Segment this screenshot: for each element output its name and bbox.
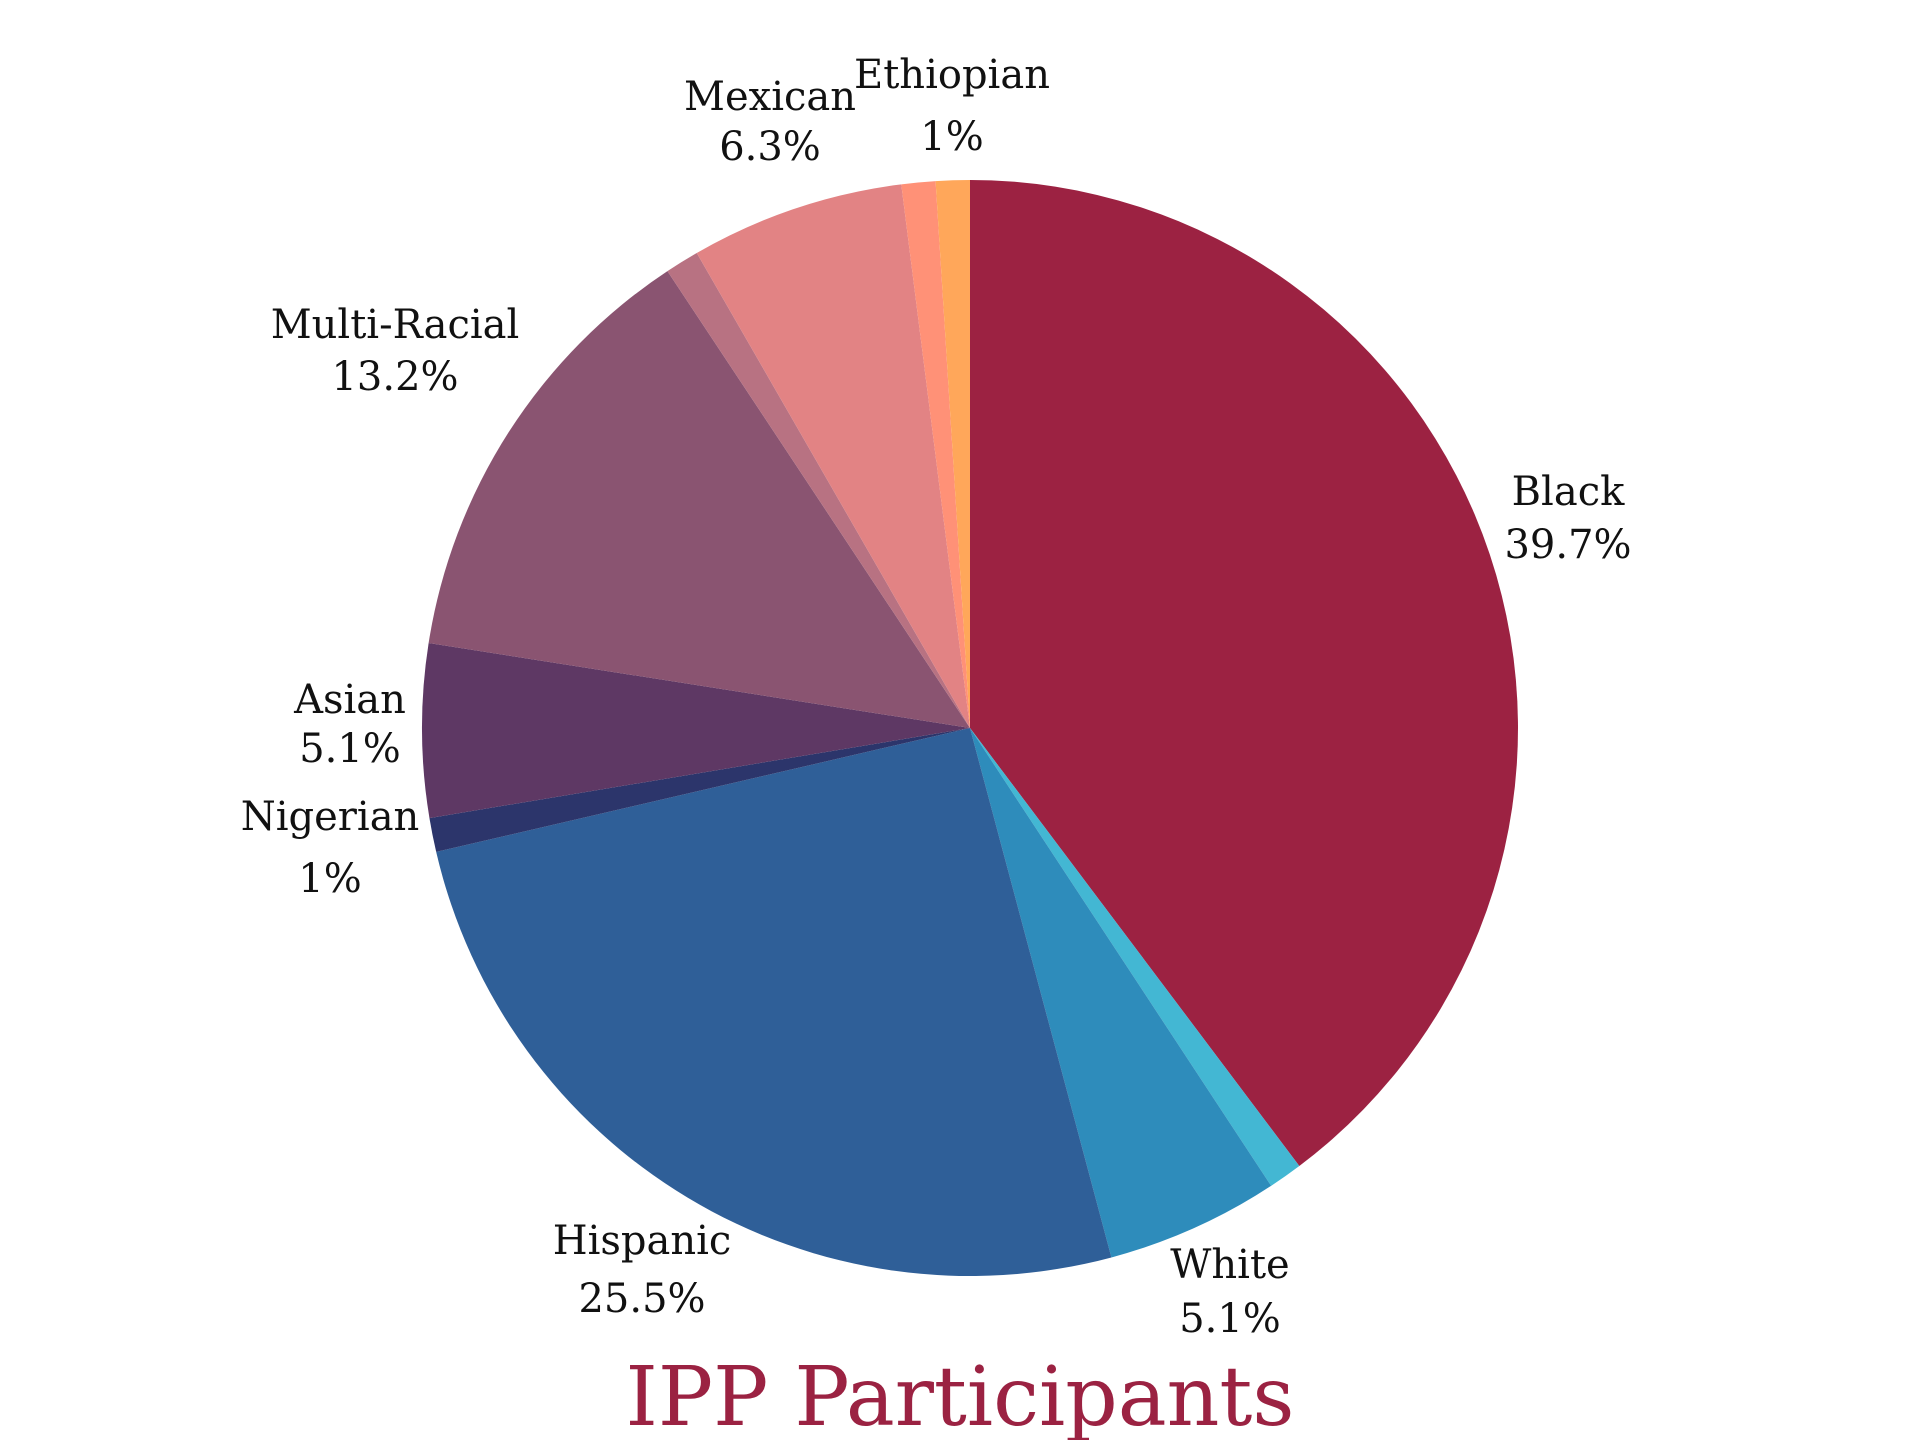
slice-value-black: 39.7% [1504, 522, 1631, 568]
pie-slice-asian [421, 643, 970, 819]
pie-slice-multi-racial [428, 271, 971, 728]
slice-value-white: 5.1% [1179, 1296, 1281, 1342]
slice-value-ethiopian: 1% [920, 114, 983, 160]
slice-label-multi-racial: Multi-Racial [271, 302, 520, 348]
pie-slice-black [970, 180, 1519, 1167]
slice-value-asian: 5.1% [299, 726, 401, 772]
pie-slices [421, 180, 1519, 1276]
pie-slice-unlabeled-1 [970, 728, 1300, 1186]
slice-label-ethiopian: Ethiopian [854, 52, 1050, 98]
pie-slice-nigerian [429, 728, 970, 852]
slice-value-multi-racial: 13.2% [331, 354, 458, 400]
pie-slice-hispanic [436, 728, 1112, 1276]
pie-labels: Black 39.7% White 5.1% Hispanic 25.5% Nigerian… [241, 52, 1632, 1342]
pie-slice-unlabeled-9 [901, 181, 970, 729]
slice-value-mexican: 6.3% [719, 124, 821, 170]
slice-label-mexican: Mexican [684, 74, 856, 120]
slice-label-black: Black [1512, 469, 1625, 515]
chart-title: IPP Participants [626, 1350, 1295, 1440]
slice-label-white: White [1170, 1242, 1289, 1288]
pie-slice-white [970, 728, 1272, 1258]
slice-label-asian: Asian [293, 677, 406, 723]
pie-slice-unlabeled-7 [667, 252, 970, 728]
pie-slice-ethiopian [935, 180, 970, 728]
pie-slice-mexican [696, 184, 970, 729]
slice-label-nigerian: Nigerian [241, 794, 420, 840]
slice-label-hispanic: Hispanic [553, 1218, 732, 1264]
slice-value-nigerian: 1% [298, 856, 361, 902]
slice-value-hispanic: 25.5% [578, 1276, 705, 1322]
